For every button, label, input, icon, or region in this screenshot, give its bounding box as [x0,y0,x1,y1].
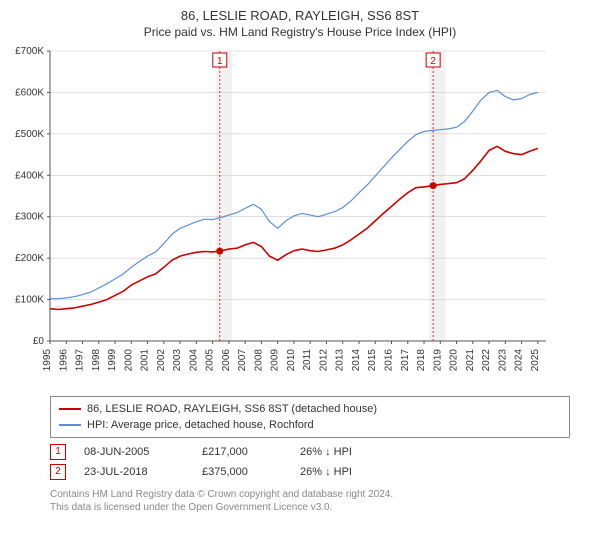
svg-text:2017: 2017 [400,349,411,372]
svg-text:2014: 2014 [351,349,362,372]
svg-text:2015: 2015 [367,349,378,372]
svg-text:1: 1 [217,56,223,67]
svg-text:2025: 2025 [530,349,541,372]
legend-swatch [59,408,81,410]
svg-text:£500K: £500K [15,129,44,140]
svg-text:1997: 1997 [75,349,86,372]
event-delta: 26% ↓ HPI [300,462,352,482]
event-row: 1 08-JUN-2005 £217,000 26% ↓ HPI [50,442,570,462]
legend: 86, LESLIE ROAD, RAYLEIGH, SS6 8ST (deta… [50,396,570,438]
line-chart: £0 £100K £200K £300K £400K £500K £600K £700K 199… [0,45,560,385]
svg-text:2013: 2013 [335,349,346,372]
svg-text:2018: 2018 [416,349,427,372]
event-date: 08-JUN-2005 [84,442,184,462]
svg-text:1996: 1996 [58,349,69,372]
svg-text:2022: 2022 [481,349,492,372]
svg-text:1995: 1995 [42,349,53,372]
svg-text:2023: 2023 [497,349,508,372]
footnote-line: Contains HM Land Registry data © Crown c… [50,488,570,501]
svg-text:2004: 2004 [188,349,199,372]
event-price: £375,000 [202,462,282,482]
event-marker: 2 [50,464,66,480]
svg-text:£100K: £100K [15,295,44,306]
svg-text:2012: 2012 [318,349,329,372]
footnote: Contains HM Land Registry data © Crown c… [50,488,570,514]
event-date: 23-JUL-2018 [84,462,184,482]
svg-text:2021: 2021 [465,349,476,372]
legend-item: 86, LESLIE ROAD, RAYLEIGH, SS6 8ST (deta… [59,401,561,417]
svg-text:2: 2 [430,56,436,67]
chart-container: 86, LESLIE ROAD, RAYLEIGH, SS6 8ST Price… [0,8,600,514]
svg-text:£400K: £400K [15,170,44,181]
svg-text:2020: 2020 [449,349,460,372]
svg-text:£600K: £600K [15,87,44,98]
svg-text:2003: 2003 [172,349,183,372]
event-table: 1 08-JUN-2005 £217,000 26% ↓ HPI 2 23-JUL-201… [50,442,570,482]
svg-text:2011: 2011 [302,349,313,371]
svg-text:£700K: £700K [15,46,44,57]
svg-text:2001: 2001 [140,349,151,372]
svg-text:£300K: £300K [15,212,44,223]
legend-label: 86, LESLIE ROAD, RAYLEIGH, SS6 8ST (deta… [87,401,377,417]
svg-text:2002: 2002 [156,349,167,372]
event-row: 2 23-JUL-2018 £375,000 26% ↓ HPI [50,462,570,482]
svg-text:£0: £0 [33,336,45,347]
svg-text:2000: 2000 [123,349,134,372]
chart-subtitle: Price paid vs. HM Land Registry's House … [0,25,600,39]
footnote-line: This data is licensed under the Open Gov… [50,501,570,514]
legend-item: HPI: Average price, detached house, Roch… [59,417,561,433]
svg-text:2019: 2019 [432,349,443,372]
legend-label: HPI: Average price, detached house, Roch… [87,417,314,433]
event-delta: 26% ↓ HPI [300,442,352,462]
svg-text:2005: 2005 [205,349,216,372]
svg-text:1999: 1999 [107,349,118,372]
svg-text:2006: 2006 [221,349,232,372]
svg-text:£200K: £200K [15,253,44,264]
event-marker: 1 [50,444,66,460]
svg-text:2009: 2009 [270,349,281,372]
svg-text:2024: 2024 [514,349,525,372]
chart-area: £0 £100K £200K £300K £400K £500K £600K £700K 199… [0,45,600,390]
svg-text:2016: 2016 [384,349,395,372]
legend-swatch [59,424,81,426]
svg-text:1998: 1998 [91,349,102,372]
event-price: £217,000 [202,442,282,462]
svg-text:2007: 2007 [237,349,248,372]
svg-text:2010: 2010 [286,349,297,372]
chart-title: 86, LESLIE ROAD, RAYLEIGH, SS6 8ST [0,8,600,23]
svg-text:2008: 2008 [253,349,264,372]
